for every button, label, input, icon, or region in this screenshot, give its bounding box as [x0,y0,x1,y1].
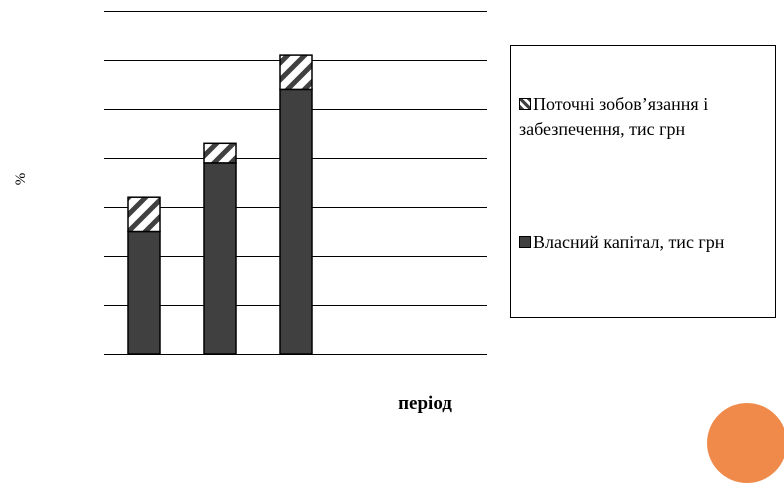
legend: Поточні зобов’язання і забезпечення, тис… [510,45,776,318]
bar-equity-1 [127,230,161,355]
legend-label-liabilities: Поточні зобов’язання і забезпечення, тис… [519,94,709,139]
bar-liabilities-1 [127,196,161,233]
legend-label-equity: Власний капітал, тис грн [533,232,725,252]
solid-swatch-icon [519,236,531,248]
bars [127,54,313,355]
orange-circle-decoration [707,403,784,483]
y-axis-label: % [13,172,29,186]
hatched-swatch-icon [519,98,531,110]
bar-chart [104,11,487,355]
bar-liabilities-3 [279,54,313,91]
bar-equity-3 [279,88,313,355]
legend-entry-liabilities: Поточні зобов’язання і забезпечення, тис… [519,92,769,142]
legend-entry-equity: Власний капітал, тис грн [519,230,769,255]
bar-liabilities-2 [203,142,237,164]
bar-equity-2 [203,162,237,355]
x-axis-label: період [398,393,452,414]
